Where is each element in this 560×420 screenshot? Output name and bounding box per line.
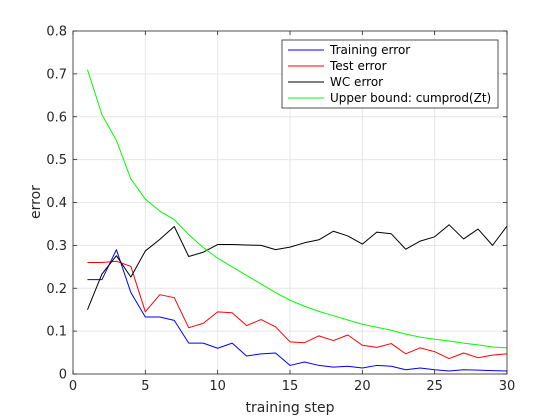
y-tick-label: 0 xyxy=(59,368,67,383)
axis-ticks xyxy=(72,30,508,375)
y-tick-label: 0.5 xyxy=(46,153,67,168)
legend-label: Training error xyxy=(329,43,410,57)
x-axis-label: training step xyxy=(246,400,335,416)
x-tick-label: 15 xyxy=(282,379,299,394)
legend-label: Upper bound: cumprod(Zt) xyxy=(330,91,491,105)
legend-label: Test error xyxy=(329,59,387,73)
y-tick-label: 0.3 xyxy=(46,239,67,254)
series-line-2 xyxy=(87,260,508,360)
x-tick-label: 25 xyxy=(426,379,443,394)
x-tick-label: 10 xyxy=(209,379,226,394)
legend-label: WC error xyxy=(330,75,383,89)
legend: Training error Test error WC error Upper bo… xyxy=(281,39,499,109)
series-line-1 xyxy=(87,249,508,372)
x-tick-labels: 0 5 10 15 20 25 30 xyxy=(69,379,515,394)
legend-box xyxy=(281,39,499,109)
y-tick-label: 0.1 xyxy=(46,325,67,340)
series-lines xyxy=(86,69,508,372)
y-tick-label: 0.8 xyxy=(46,25,67,40)
y-tick-label: 0.7 xyxy=(46,67,67,82)
x-tick-label: 30 xyxy=(499,379,516,394)
x-tick-label: 0 xyxy=(69,379,77,394)
y-tick-label: 0.4 xyxy=(46,196,67,211)
y-tick-labels: 0 0.1 0.2 0.3 0.4 0.5 0.6 0.7 0.8 xyxy=(46,25,67,383)
series-line-3 xyxy=(87,224,508,310)
x-tick-label: 20 xyxy=(354,379,371,394)
series-line-4 xyxy=(86,69,508,349)
y-tick-label: 0.6 xyxy=(46,110,67,125)
x-tick-label: 5 xyxy=(141,379,149,394)
y-axis-label: error xyxy=(28,185,44,219)
y-tick-label: 0.2 xyxy=(46,282,67,297)
